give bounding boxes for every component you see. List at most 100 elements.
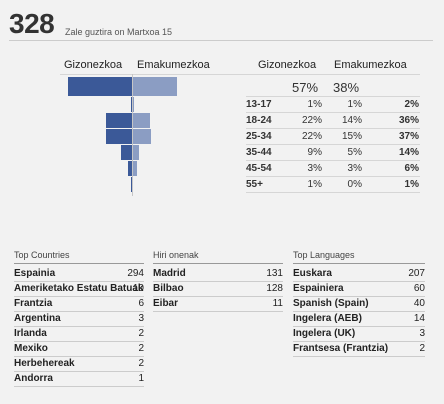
female-pct: 3% xyxy=(347,163,362,174)
top-countries-list: Top Countries Espainia 294 Ameriketako Est… xyxy=(14,250,144,387)
page-header: 328 Zale guztira on Martxoa 15 xyxy=(9,8,433,41)
list-item-count: 128 xyxy=(266,283,283,294)
age-label: 18-24 xyxy=(246,115,272,126)
male-bar-35-44 xyxy=(121,145,132,160)
male-bar-25-34 xyxy=(106,129,132,144)
male-bar-45-54 xyxy=(128,161,132,176)
list-item-name: Herbehereak xyxy=(14,358,75,369)
list-item-count: 207 xyxy=(408,268,425,279)
row-divider xyxy=(246,96,420,97)
female-pct: 1% xyxy=(347,99,362,110)
list-item-count: 11 xyxy=(272,298,283,309)
list-item: Spanish (Spain) 40 xyxy=(293,297,425,312)
list-item: Ameriketako Estatu Batuak 10 xyxy=(14,282,144,297)
female-bar-13-17 xyxy=(133,97,134,112)
row-divider xyxy=(246,128,420,129)
male-pct: 1% xyxy=(307,99,322,110)
list-item-name: Frantsesa (Frantzia) xyxy=(293,343,389,354)
total-fans-count: 328 xyxy=(9,8,55,39)
female-pct: 0% xyxy=(347,179,362,190)
list-item-name: Frantzia xyxy=(14,298,53,309)
list-item-count: 131 xyxy=(266,268,283,279)
list-item-name: Madrid xyxy=(153,268,186,279)
top-cities-title: Hiri onenak xyxy=(153,250,283,264)
list-item-name: Mexiko xyxy=(14,343,48,354)
list-item: Madrid 131 xyxy=(153,267,283,282)
list-item-count: 294 xyxy=(127,268,144,279)
total-pct: 6% xyxy=(404,163,419,174)
list-item-name: Andorra xyxy=(14,373,53,384)
list-item-count: 2 xyxy=(138,343,144,354)
row-divider xyxy=(246,144,420,145)
row-divider xyxy=(246,176,420,177)
list-item-name: Spanish (Spain) xyxy=(293,298,369,309)
list-item-count: 10 xyxy=(132,283,144,294)
bar-header-female: Emakumezkoa xyxy=(137,59,210,71)
list-item: Argentina 3 xyxy=(14,312,144,327)
row-divider xyxy=(246,160,420,161)
top-cities-list: Hiri onenak Madrid 131 Bilbao 128 Eibar 11 xyxy=(153,250,283,312)
male-pct: 22% xyxy=(301,131,322,142)
total-fans-subtitle: Zale guztira on Martxoa 15 xyxy=(65,27,173,37)
female-bar-25-34 xyxy=(133,129,151,144)
list-item-name: Bilbao xyxy=(153,283,184,294)
list-item: Ingelera (UK) 3 xyxy=(293,327,425,342)
total-pct: 14% xyxy=(398,147,419,158)
list-item-name: Eibar xyxy=(153,298,179,309)
list-item-name: Ameriketako Estatu Batuak xyxy=(14,283,144,294)
list-item-count: 6 xyxy=(138,298,144,309)
summary-female-pct: 38% xyxy=(333,80,360,95)
list-item: Frantzia 6 xyxy=(14,297,144,312)
list-item: Irlanda 2 xyxy=(14,327,144,342)
table-header-male: Gizonezkoa xyxy=(258,59,317,71)
male-pct: 9% xyxy=(307,147,322,158)
age-label: 55+ xyxy=(246,179,263,190)
list-item-count: 3 xyxy=(138,313,144,324)
female-pct: 5% xyxy=(347,147,362,158)
list-item: Espainia 294 xyxy=(14,267,144,282)
list-item-name: Argentina xyxy=(14,313,61,324)
list-item-count: 1 xyxy=(138,373,144,384)
male-bar-13-17 xyxy=(131,97,132,112)
list-item: Eibar 11 xyxy=(153,297,283,312)
list-item: Euskara 207 xyxy=(293,267,425,282)
list-item-name: Irlanda xyxy=(14,328,47,339)
age-label: 45-54 xyxy=(246,163,272,174)
list-item-count: 2 xyxy=(138,358,144,369)
total-pct: 36% xyxy=(398,115,419,126)
list-item-count: 60 xyxy=(413,283,425,294)
list-item-count: 2 xyxy=(138,328,144,339)
list-item: Espainiera 60 xyxy=(293,282,425,297)
male-pct: 3% xyxy=(307,163,322,174)
female-bar-45-54 xyxy=(133,161,137,176)
list-item: Bilbao 128 xyxy=(153,282,283,297)
female-bar-35-44 xyxy=(133,145,139,160)
male-bar-18-24 xyxy=(106,113,132,128)
female-pct: 15% xyxy=(341,131,362,142)
summary-male-bar xyxy=(68,77,132,96)
list-item-count: 2 xyxy=(419,343,425,354)
list-item-count: 3 xyxy=(419,328,425,339)
top-countries-title: Top Countries xyxy=(14,250,144,264)
list-item-name: Espainiera xyxy=(293,283,344,294)
age-label: 35-44 xyxy=(246,147,272,158)
male-pct: 22% xyxy=(301,115,322,126)
list-item-count: 14 xyxy=(413,313,425,324)
list-item: Mexiko 2 xyxy=(14,342,144,357)
summary-male-pct: 57% xyxy=(292,80,319,95)
age-label: 13-17 xyxy=(246,99,272,110)
total-pct: 1% xyxy=(404,179,419,190)
male-pct: 1% xyxy=(307,179,322,190)
list-item-name: Ingelera (UK) xyxy=(293,328,356,339)
total-pct: 2% xyxy=(404,99,419,110)
age-label: 25-34 xyxy=(246,131,272,142)
bar-header-male: Gizonezkoa xyxy=(64,59,123,71)
list-item-name: Ingelera (AEB) xyxy=(293,313,362,324)
pyramid-axis xyxy=(132,74,133,196)
list-item: Andorra 1 xyxy=(14,372,144,387)
top-languages-list: Top Languages Euskara 207 Espainiera 60 Span… xyxy=(293,250,425,357)
list-item: Ingelera (AEB) 14 xyxy=(293,312,425,327)
summary-female-bar xyxy=(133,77,177,96)
row-divider xyxy=(246,112,420,113)
list-item: Frantsesa (Frantzia) 2 xyxy=(293,342,425,357)
